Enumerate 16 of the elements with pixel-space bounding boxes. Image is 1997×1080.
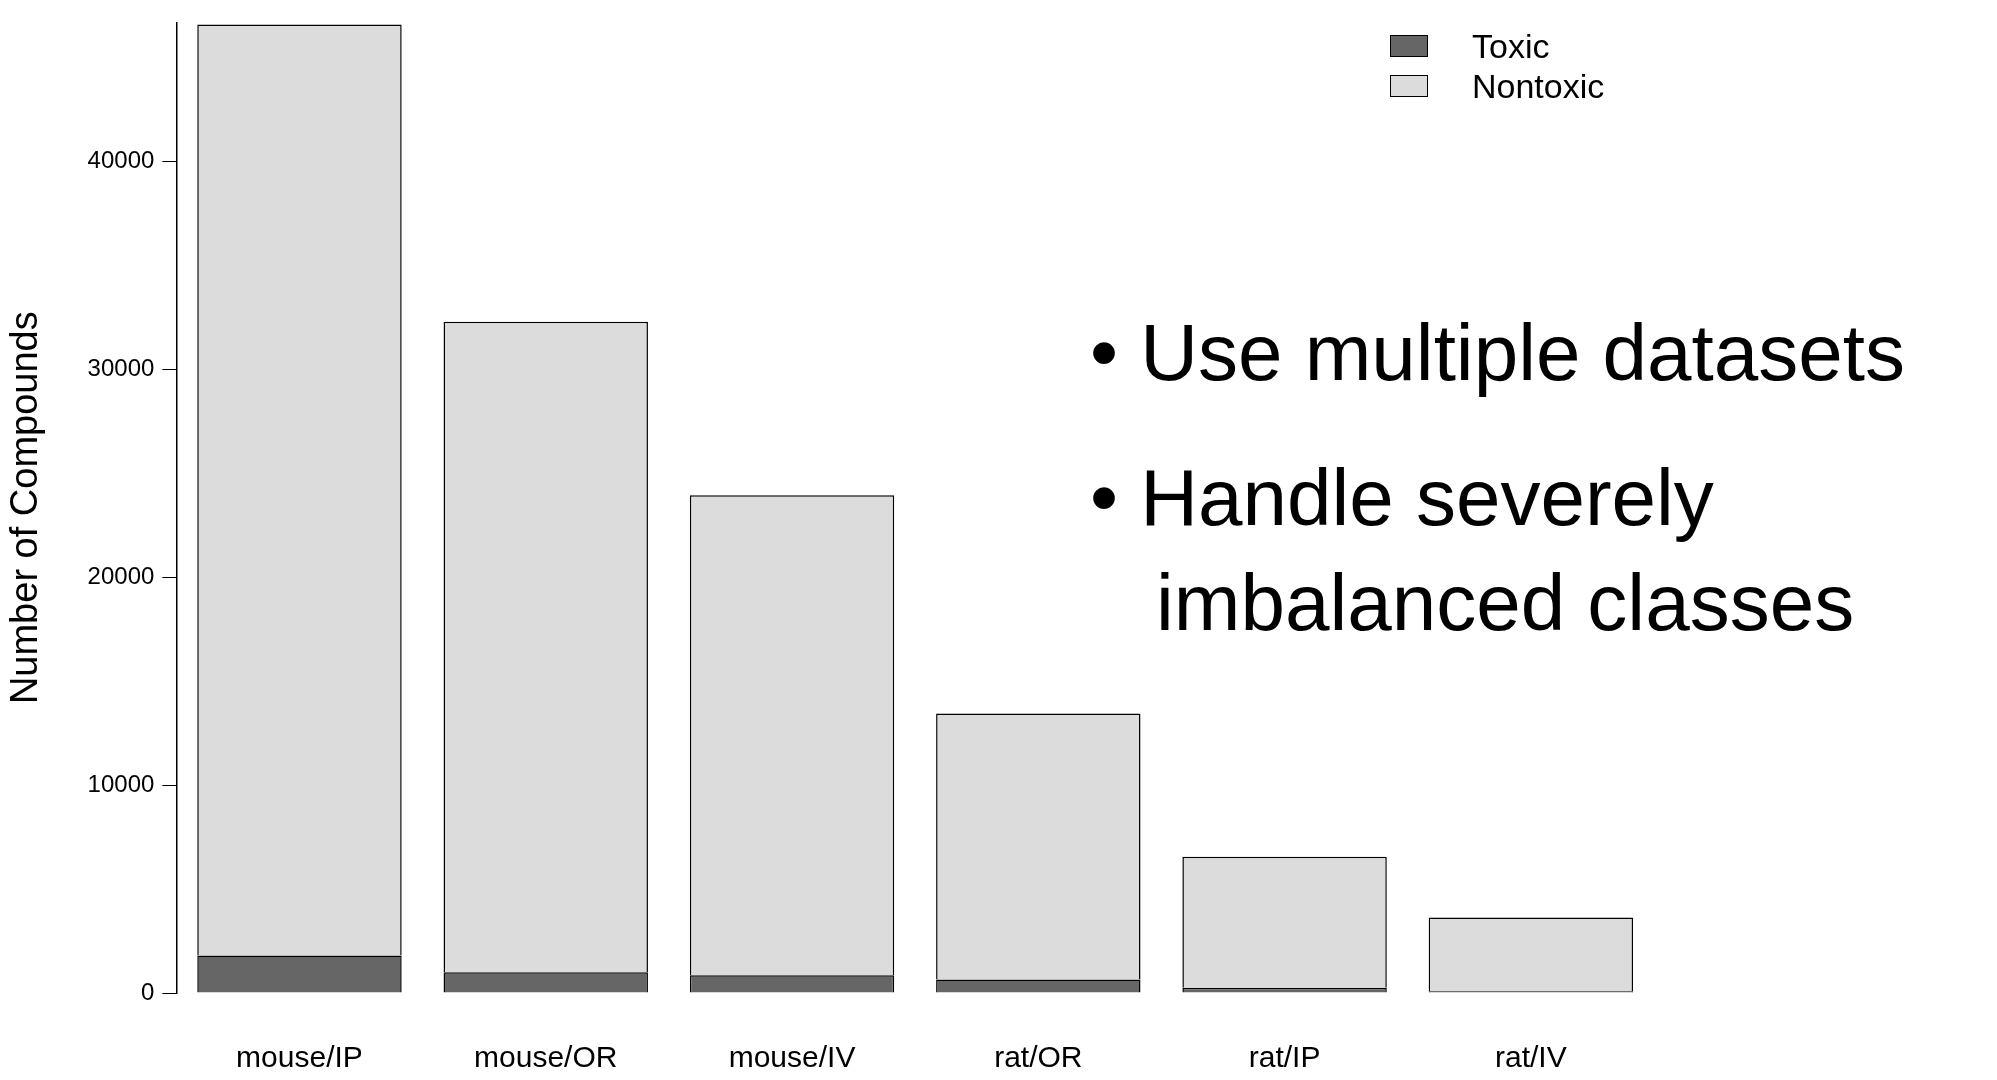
x-tick-label: mouse/IV: [728, 1040, 856, 1074]
y-tick-label: 20000: [87, 561, 155, 589]
y-tick-label: 40000: [87, 146, 155, 174]
x-tick-label: mouse/IP: [236, 1040, 363, 1074]
y-tick-label: 10000: [87, 769, 155, 797]
y-tick-label: 30000: [87, 354, 155, 382]
x-tick-label: mouse/OR: [474, 1040, 618, 1074]
annotation: • Use multiple datasets: [1090, 307, 1907, 399]
annotation: • Handle severely imbalanced classes: [1090, 452, 1856, 649]
legend-label: Nontoxic: [1472, 66, 1605, 106]
y-tick-label: 0: [140, 977, 155, 1005]
x-tick-label: rat/IP: [1248, 1040, 1321, 1074]
x-tick-label: rat/IV: [1495, 1040, 1567, 1074]
legend-label: Toxic: [1472, 26, 1550, 66]
x-tick-label: rat/OR: [994, 1040, 1083, 1074]
y-axis-title: Number of Compounds: [3, 311, 46, 705]
